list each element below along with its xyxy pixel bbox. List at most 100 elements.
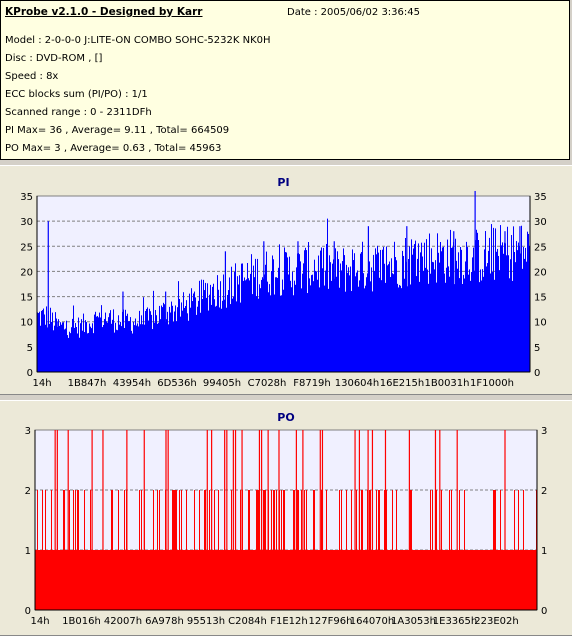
pi-bar bbox=[292, 271, 293, 372]
pi-bar bbox=[76, 327, 77, 372]
po-bar bbox=[90, 490, 91, 610]
pi-bar bbox=[223, 274, 224, 372]
pi-bar bbox=[458, 252, 459, 372]
pi-bar bbox=[195, 297, 196, 372]
pi-bar bbox=[484, 249, 485, 372]
pi-bar bbox=[285, 252, 286, 372]
pi-bar bbox=[331, 280, 332, 372]
pi-bar bbox=[80, 323, 81, 372]
pi-bar bbox=[199, 280, 200, 372]
y-tick-label: 30 bbox=[20, 217, 33, 228]
pi-bar bbox=[452, 247, 453, 372]
po-bar bbox=[218, 490, 219, 610]
pi-bar bbox=[446, 267, 447, 372]
y-tick-label: 15 bbox=[20, 293, 33, 304]
pi-bar bbox=[359, 280, 360, 372]
pi-bar bbox=[160, 319, 161, 372]
pi-bar bbox=[525, 247, 526, 372]
pi-bar bbox=[222, 300, 223, 372]
pi-bar bbox=[299, 254, 300, 372]
pi-bar bbox=[109, 313, 110, 372]
pi-spike bbox=[406, 226, 408, 372]
pi-bar bbox=[470, 280, 471, 372]
po-spike bbox=[241, 430, 243, 610]
po-base-fill bbox=[35, 550, 537, 610]
pi-bar bbox=[346, 264, 347, 372]
pi-bar bbox=[478, 239, 479, 372]
pi-bar bbox=[250, 273, 251, 372]
x-tick-label: 95513h bbox=[187, 616, 225, 627]
po-bar bbox=[42, 490, 43, 610]
po-bar bbox=[181, 490, 182, 610]
pi-bar bbox=[366, 277, 367, 372]
pi-bar bbox=[457, 268, 458, 372]
pi-bar bbox=[238, 284, 239, 372]
pi-bar bbox=[377, 245, 378, 372]
pi-bar bbox=[404, 278, 405, 372]
pi-bar bbox=[59, 325, 60, 372]
po-spike bbox=[367, 430, 369, 610]
pi-bar bbox=[474, 270, 475, 372]
pi-bar bbox=[161, 305, 162, 372]
x-tick-label: 1F1000h bbox=[470, 378, 514, 389]
pi-bar bbox=[489, 237, 490, 372]
po-bar bbox=[264, 490, 265, 610]
pi-bar bbox=[424, 242, 425, 372]
pi-bar bbox=[350, 266, 351, 372]
pi-bar bbox=[95, 311, 96, 372]
pi-bar bbox=[156, 315, 157, 372]
pi-bar bbox=[102, 327, 103, 372]
pi-spike bbox=[297, 241, 299, 372]
pi-bar bbox=[402, 250, 403, 372]
pi-bar bbox=[417, 258, 418, 372]
x-tick-label: F1E12h bbox=[270, 616, 308, 627]
pi-bar bbox=[494, 279, 495, 372]
pi-bar bbox=[228, 290, 229, 372]
x-tick-label: 99405h bbox=[203, 378, 241, 389]
pi-bar bbox=[249, 280, 250, 372]
pi-bar bbox=[472, 257, 473, 372]
ecc-blocks: ECC blocks sum (PI/PO) : 1/1 bbox=[5, 89, 148, 100]
po-spike bbox=[295, 430, 297, 610]
pi-bar bbox=[294, 280, 295, 372]
po-spike bbox=[211, 430, 213, 610]
po-bar bbox=[356, 490, 357, 610]
po-spike bbox=[504, 430, 506, 610]
po-bar bbox=[441, 490, 442, 610]
pi-bar bbox=[384, 263, 385, 372]
po-bar bbox=[304, 490, 305, 610]
pi-bar bbox=[70, 333, 71, 372]
pi-bar bbox=[135, 318, 136, 372]
pi-bar bbox=[302, 273, 303, 372]
po-bar bbox=[73, 490, 74, 610]
pi-bar bbox=[69, 331, 70, 372]
pi-bar bbox=[320, 250, 321, 372]
pi-bar bbox=[77, 333, 78, 372]
pi-bar bbox=[105, 312, 106, 372]
pi-bar bbox=[467, 247, 468, 372]
pi-bar bbox=[108, 317, 109, 372]
po-bar bbox=[51, 490, 52, 610]
pi-bar bbox=[305, 247, 306, 372]
po-bar bbox=[205, 490, 206, 610]
pi-bar bbox=[523, 247, 524, 372]
pi-bar bbox=[227, 294, 228, 372]
pi-bar bbox=[385, 282, 386, 372]
po-bar bbox=[306, 490, 307, 610]
pi-bar bbox=[485, 231, 486, 372]
pi-bar bbox=[219, 307, 220, 372]
pi-bar bbox=[444, 273, 445, 372]
pi-bar bbox=[183, 292, 184, 372]
po-spike bbox=[358, 430, 361, 610]
pi-bar bbox=[269, 284, 270, 372]
pi-bar bbox=[353, 260, 354, 372]
po-bar bbox=[410, 490, 411, 610]
pi-bar bbox=[221, 308, 222, 372]
po-bar bbox=[298, 490, 299, 610]
pi-bar bbox=[56, 318, 57, 372]
po-bar bbox=[376, 490, 377, 610]
po-spike bbox=[167, 430, 169, 610]
pi-spike bbox=[519, 226, 521, 372]
po-bar bbox=[386, 490, 387, 610]
bars-po bbox=[35, 430, 537, 610]
